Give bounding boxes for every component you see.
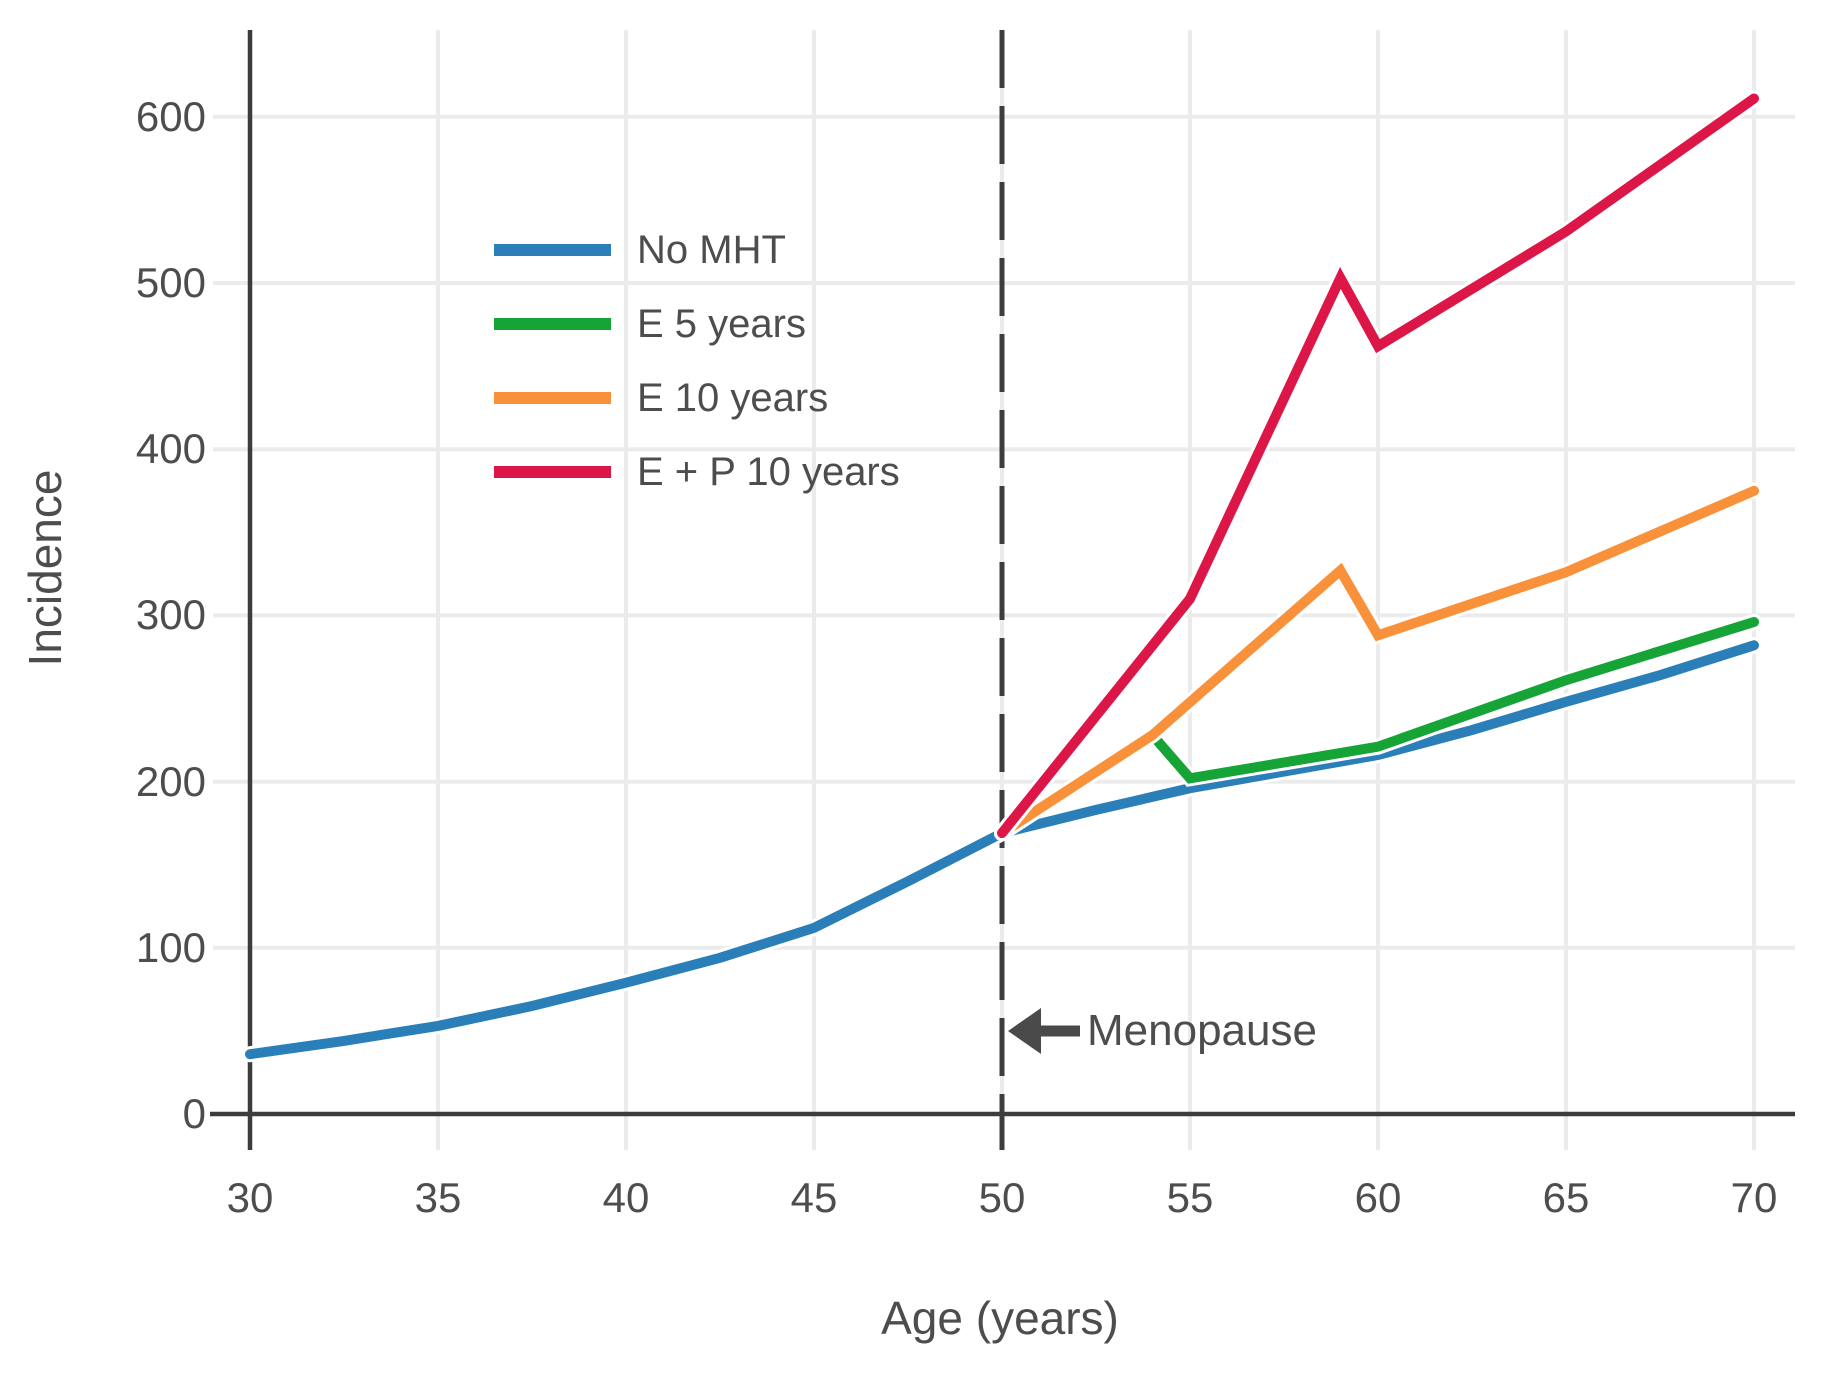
legend-swatch (494, 244, 611, 256)
legend-item: E + P 10 years (494, 450, 900, 494)
x-tick-label: 35 (414, 1174, 462, 1221)
y-tick-label: 600 (135, 92, 206, 140)
x-tick-label: 50 (978, 1174, 1026, 1221)
x-tick-label: 40 (602, 1174, 650, 1221)
legend-label: E + P 10 years (637, 450, 900, 494)
x-tick-label: 55 (1166, 1174, 1214, 1221)
y-tick-label: 300 (135, 591, 206, 639)
x-tick-label: 60 (1354, 1174, 1402, 1221)
legend-swatch (494, 466, 611, 478)
y-tick-label: 100 (135, 923, 206, 971)
x-axis-title: Age (years) (881, 1292, 1119, 1344)
series-lines (242, 90, 1762, 1063)
x-tick-label: 70 (1730, 1174, 1778, 1221)
legend-label: No MHT (637, 228, 786, 272)
legend-swatch (494, 318, 611, 330)
y-tick-label: 400 (135, 425, 206, 473)
series-line-e-10-years (997, 485, 1759, 839)
x-tick-label: 65 (1542, 1174, 1590, 1221)
legend-item: E 5 years (494, 302, 806, 346)
x-tick-label: 45 (790, 1174, 838, 1221)
left-arrow-icon (1008, 1008, 1080, 1054)
y-axis-title: Incidence (19, 469, 71, 667)
legend-label: E 5 years (637, 302, 806, 346)
legend-item: No MHT (494, 228, 786, 272)
menopause-arrow-icon (1008, 1008, 1080, 1054)
y-tick-label: 0 (182, 1090, 206, 1137)
x-tick-label: 30 (226, 1174, 274, 1221)
legend-item: E 10 years (494, 376, 828, 420)
series-line-e-p-10-years (997, 93, 1759, 839)
y-tick-label: 500 (135, 259, 206, 306)
legend-label: E 10 years (637, 376, 829, 420)
menopause-annotation: Menopause (1087, 1006, 1317, 1055)
y-tick-label: 200 (135, 757, 206, 805)
legend-swatch (494, 392, 611, 404)
